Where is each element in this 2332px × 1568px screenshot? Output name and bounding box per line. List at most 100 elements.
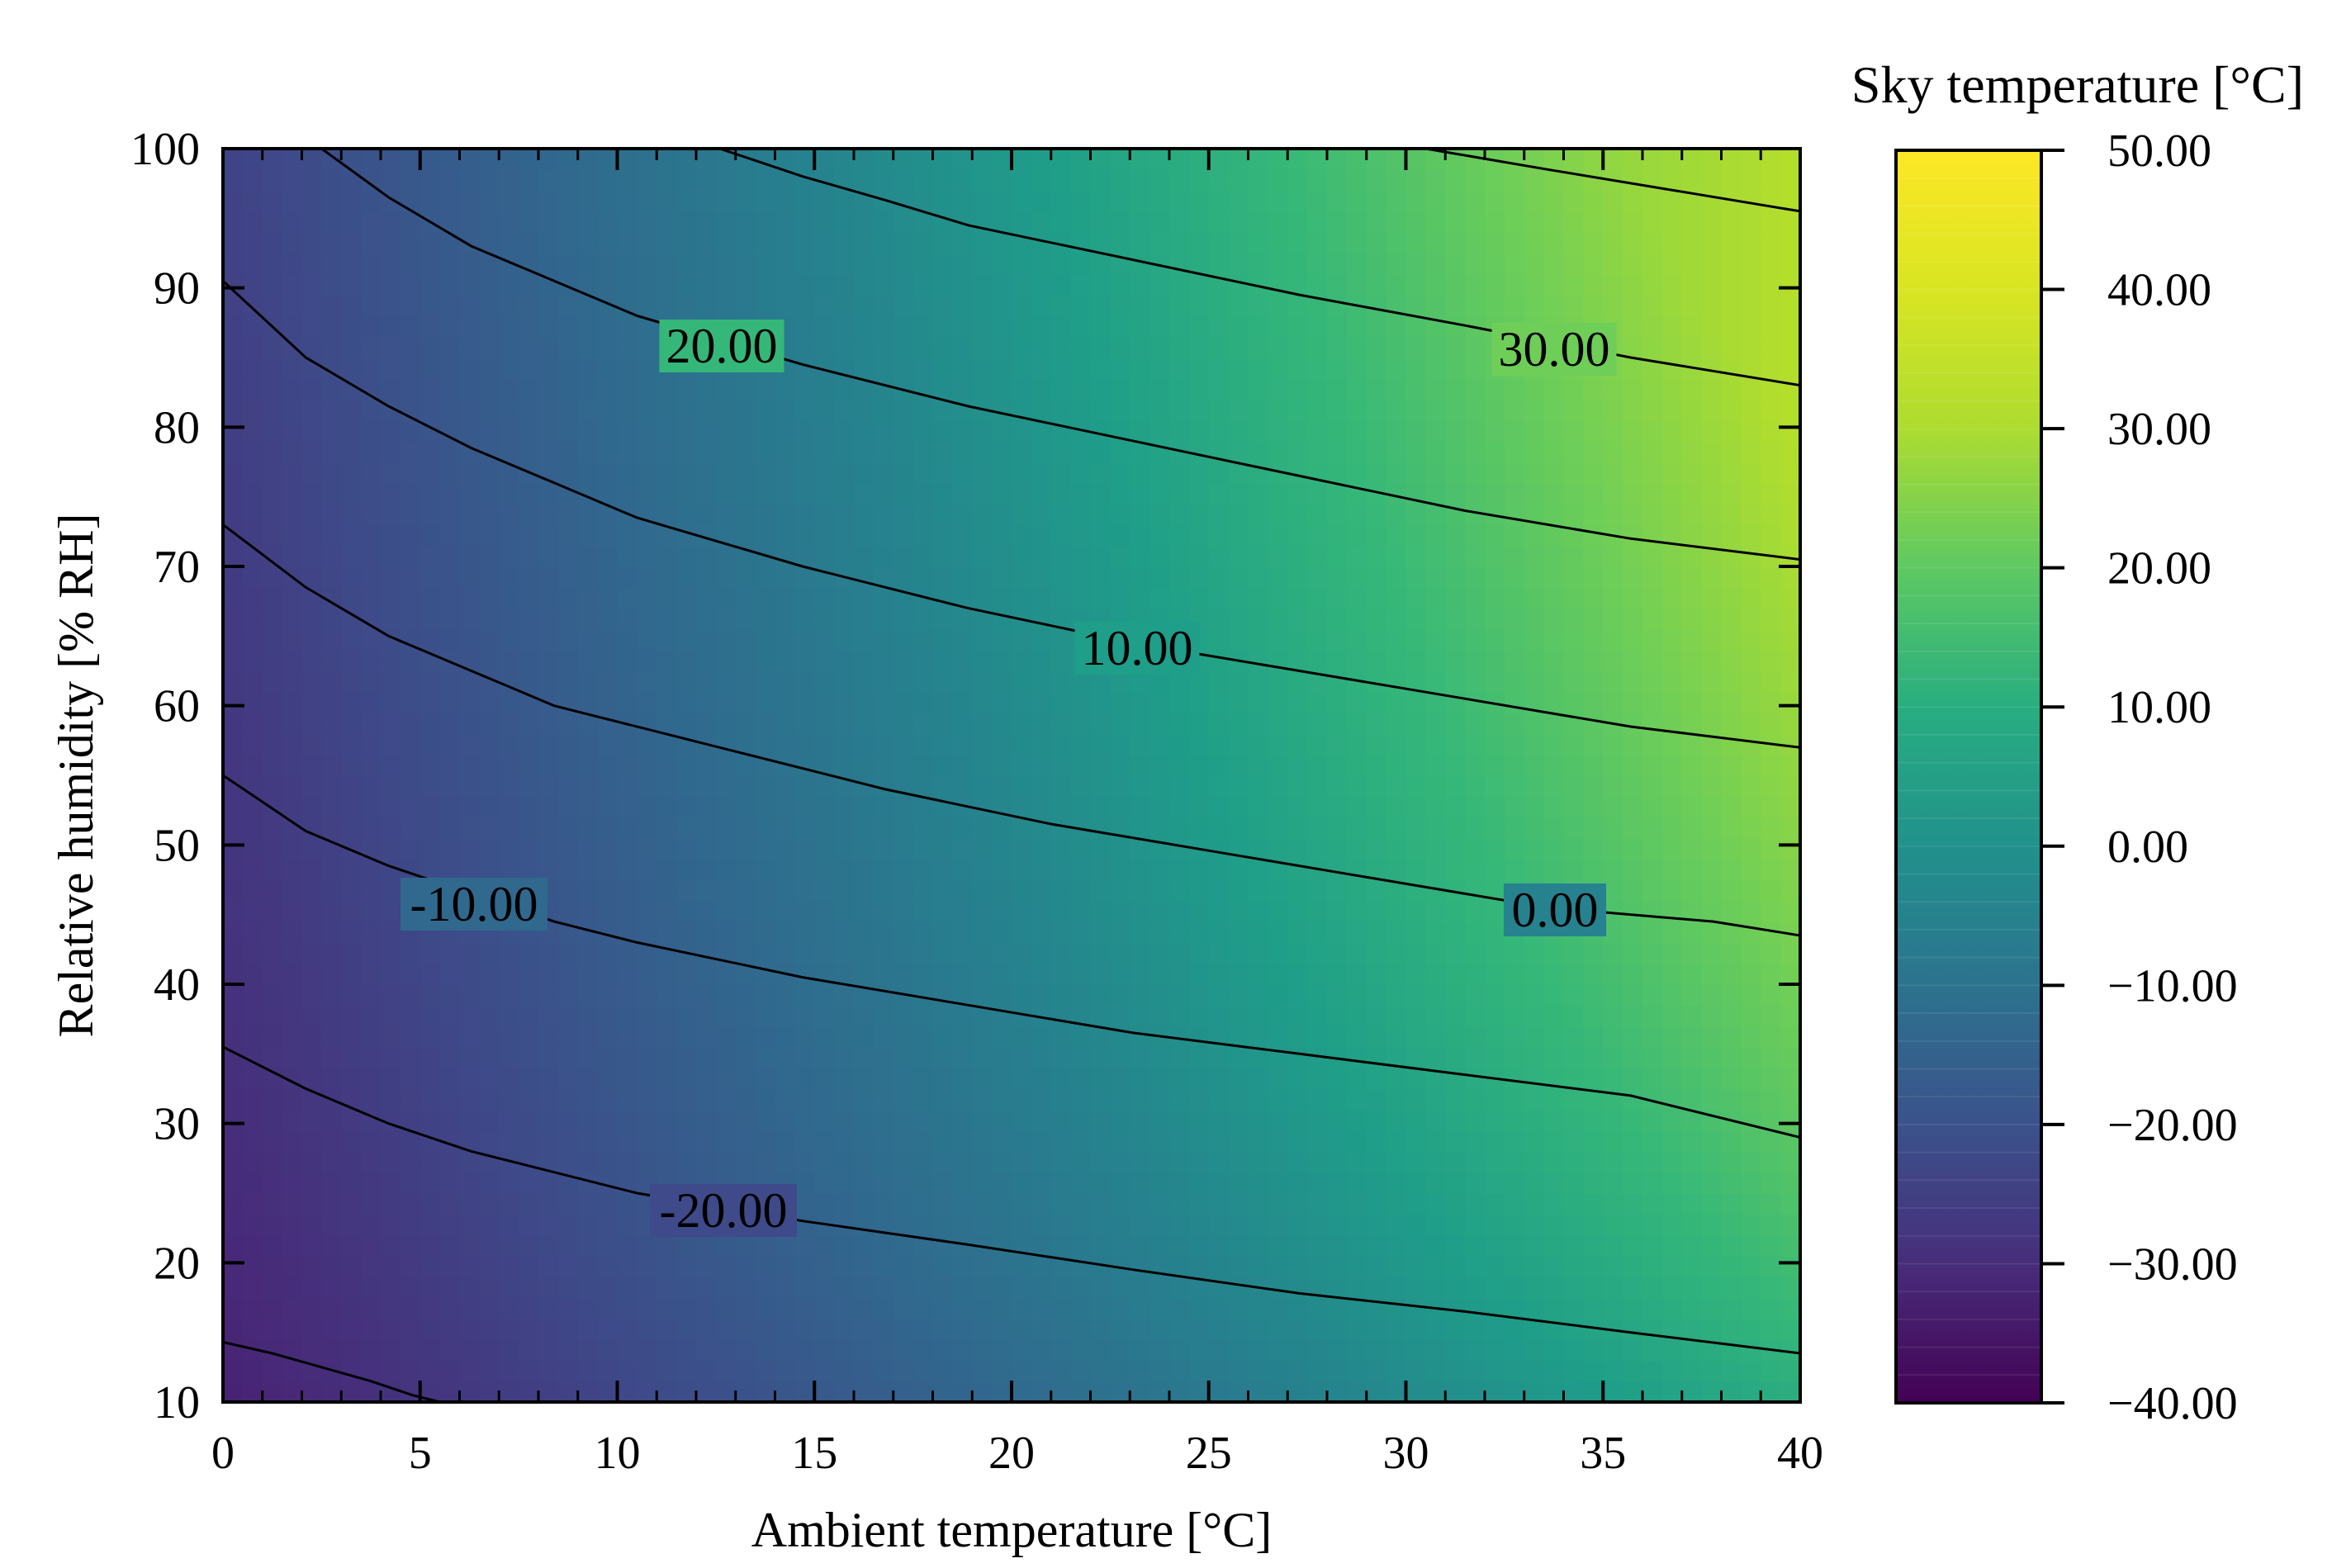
heatmap-cell — [242, 1088, 263, 1111]
heatmap-cell — [1543, 253, 1565, 275]
heatmap-cell — [479, 1360, 500, 1382]
heatmap-cell — [1110, 1172, 1131, 1194]
heatmap-cell — [381, 1068, 401, 1090]
heatmap-cell — [282, 295, 303, 317]
heatmap-cell — [992, 754, 1013, 776]
heatmap-cell — [1386, 608, 1407, 630]
heatmap-cell — [932, 775, 954, 798]
heatmap-cell — [834, 1277, 856, 1299]
heatmap-cell — [1504, 232, 1525, 254]
contour-line — [320, 149, 1800, 561]
contour-line — [223, 280, 1800, 749]
heatmap-cell — [1070, 211, 1092, 234]
heatmap-cell — [262, 1172, 283, 1194]
heatmap-cell — [834, 628, 856, 651]
heatmap-cell — [321, 1297, 343, 1319]
heatmap-cell — [381, 1046, 401, 1069]
heatmap-cell — [637, 984, 658, 1007]
heatmap-cell — [1228, 879, 1249, 902]
heatmap-cell — [321, 232, 343, 254]
heatmap-cell — [459, 190, 481, 212]
heatmap-cell — [1149, 879, 1171, 902]
heatmap-cell — [1761, 942, 1782, 964]
heatmap-cell — [893, 295, 914, 317]
heatmap-cell — [282, 1193, 303, 1215]
heatmap-cell — [1425, 1109, 1447, 1132]
heatmap-cell — [873, 628, 894, 651]
heatmap-cell — [814, 691, 836, 714]
heatmap-cell — [1208, 733, 1230, 756]
heatmap-cell — [1721, 608, 1742, 630]
heatmap-cell — [1661, 1068, 1683, 1090]
heatmap-cell — [854, 587, 874, 609]
heatmap-cell — [1188, 1005, 1210, 1027]
heatmap-cell — [1681, 524, 1703, 547]
heatmap-cell — [1188, 211, 1210, 234]
heatmap-cell — [439, 253, 461, 275]
heatmap-cell — [223, 149, 244, 171]
heatmap-cell — [1346, 691, 1367, 714]
heatmap-cell — [1366, 691, 1387, 714]
heatmap-cell — [755, 441, 776, 463]
heatmap-cell — [1465, 399, 1486, 421]
heatmap-cell — [1031, 336, 1052, 358]
heatmap-cell — [242, 1297, 263, 1319]
heatmap-cell — [1050, 441, 1072, 463]
heatmap-cell — [1149, 504, 1171, 526]
heatmap-cell — [479, 1297, 500, 1319]
heatmap-cell — [834, 1088, 856, 1111]
heatmap-cell — [301, 628, 323, 651]
heatmap-cell — [499, 1193, 520, 1215]
heatmap-cell — [499, 1360, 520, 1382]
heatmap-cell — [1741, 169, 1762, 192]
heatmap-cell — [1031, 1234, 1052, 1257]
heatmap-cell — [775, 149, 796, 171]
heatmap-cell — [242, 211, 263, 234]
heatmap-cell — [617, 1297, 638, 1319]
heatmap-cell — [538, 608, 559, 630]
heatmap-cell — [952, 713, 974, 735]
heatmap-cell — [1012, 1130, 1032, 1153]
heatmap-cell — [617, 336, 638, 358]
heatmap-cell — [637, 1360, 658, 1382]
heatmap-cell — [419, 1277, 441, 1299]
heatmap-cell — [1563, 273, 1585, 296]
heatmap-cell — [1169, 358, 1190, 380]
heatmap-cell — [381, 1151, 401, 1173]
heatmap-cell — [1248, 733, 1269, 756]
heatmap-cell — [1642, 545, 1663, 567]
heatmap-cell — [282, 942, 303, 964]
heatmap-cell — [282, 441, 303, 463]
heatmap-cell — [361, 462, 382, 484]
heatmap-cell — [1012, 1214, 1032, 1236]
heatmap-cell — [1583, 1068, 1604, 1090]
heatmap-cell — [1543, 650, 1565, 672]
heatmap-cell — [814, 524, 836, 547]
heatmap-cell — [814, 419, 836, 443]
heatmap-cell — [617, 1068, 638, 1090]
heatmap-cell — [1110, 900, 1131, 923]
heatmap-cell — [1780, 733, 1800, 756]
heatmap-cell — [1307, 169, 1329, 192]
heatmap-cell — [1287, 628, 1309, 651]
heatmap-cell — [696, 691, 717, 714]
heatmap-cell — [1248, 566, 1269, 589]
heatmap-cell — [1563, 1005, 1585, 1027]
heatmap-cell — [557, 1151, 579, 1173]
heatmap-cell — [1543, 482, 1565, 505]
heatmap-cell — [1366, 608, 1387, 630]
heatmap-cell — [1327, 754, 1348, 776]
heatmap-cell — [519, 942, 540, 964]
heatmap-cell — [282, 650, 303, 672]
heatmap-cell — [1327, 566, 1348, 589]
heatmap-cell — [932, 273, 954, 296]
heatmap-cell — [361, 587, 382, 609]
heatmap-cell — [1366, 399, 1387, 421]
heatmap-cell — [932, 419, 954, 443]
heatmap-cell — [1188, 1130, 1210, 1153]
heatmap-cell — [1307, 608, 1329, 630]
heatmap-cell — [499, 775, 520, 798]
heatmap-cell — [1563, 462, 1585, 484]
heatmap-cell — [439, 1277, 461, 1299]
heatmap-cell — [538, 650, 559, 672]
